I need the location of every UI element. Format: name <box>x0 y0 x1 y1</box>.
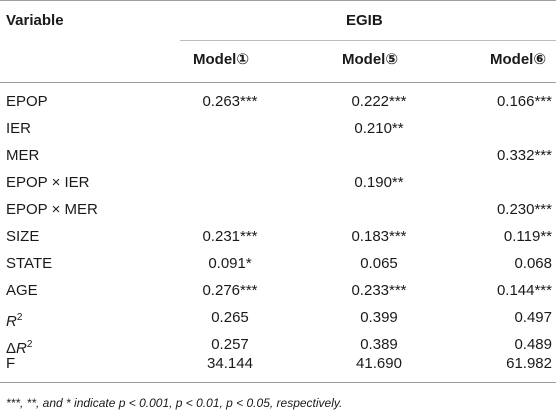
cell-model-1: 0.265 <box>211 309 249 326</box>
r-symbol: R <box>6 313 17 330</box>
table-row: IER 0.210** <box>0 115 556 142</box>
table-row: F 34.144 41.690 61.982 <box>0 350 556 377</box>
cell-model-5: 0.065 <box>360 255 398 272</box>
table-row: EPOP × MER 0.230*** <box>0 196 556 223</box>
table-row: EPOP 0.263*** 0.222*** 0.166*** <box>0 88 556 115</box>
row-label: STATE <box>6 255 53 272</box>
header-model-6: Model⑥ <box>490 51 547 68</box>
table-footnote: ***, **, and * indicate p < 0.001, p < 0… <box>6 396 343 410</box>
table-row: EPOP × IER 0.190** <box>0 169 556 196</box>
header-group-egib: EGIB <box>346 12 383 29</box>
cell-model-6: 0.332*** <box>496 147 552 164</box>
table-row: R2 0.265 0.399 0.497 <box>0 304 556 331</box>
cell-model-5: 0.210** <box>354 120 404 137</box>
row-label: MER <box>6 147 40 164</box>
cell-model-5: 0.233*** <box>351 282 407 299</box>
cell-model-1: 0.276*** <box>202 282 258 299</box>
row-label-delta-r2: ΔR2 <box>6 336 32 358</box>
superscript-2: 2 <box>16 312 23 323</box>
cell-model-6: 0.068 <box>514 255 552 272</box>
cell-model-6: 61.982 <box>506 355 552 372</box>
cell-model-6: 0.166*** <box>496 93 552 110</box>
cell-model-1: 0.091* <box>208 255 252 272</box>
cell-model-5: 0.183*** <box>351 228 407 245</box>
header-bottom-rule <box>0 82 556 83</box>
header-model-1: Model① <box>193 51 250 68</box>
header-model-5: Model⑤ <box>342 51 399 68</box>
cell-model-1: 0.263*** <box>202 93 258 110</box>
cell-model-6: 0.119** <box>503 228 552 245</box>
header-variable: Variable <box>6 12 64 29</box>
cell-model-1: 0.231*** <box>202 228 258 245</box>
table-row: ΔR2 0.257 0.389 0.489 <box>0 331 556 358</box>
r-symbol: R <box>16 340 27 357</box>
delta-symbol: Δ <box>6 340 17 357</box>
table-row: SIZE 0.231*** 0.183*** 0.119** <box>0 223 556 250</box>
row-label: EPOP × IER <box>6 174 90 191</box>
table-bottom-rule <box>0 382 556 383</box>
cell-model-5: 0.389 <box>360 336 398 353</box>
superscript-2: 2 <box>26 339 33 350</box>
table-row: AGE 0.276*** 0.233*** 0.144*** <box>0 277 556 304</box>
cell-model-6: 0.230*** <box>496 201 552 218</box>
cell-model-6: 0.497 <box>514 309 552 326</box>
row-label: F <box>6 355 16 372</box>
cell-model-6: 0.144*** <box>496 282 552 299</box>
row-label: SIZE <box>6 228 40 245</box>
cell-model-1: 0.257 <box>211 336 249 353</box>
cell-model-5: 0.399 <box>360 309 398 326</box>
table-row: STATE 0.091* 0.065 0.068 <box>0 250 556 277</box>
cell-model-5: 0.222*** <box>351 93 407 110</box>
group-underline <box>180 40 556 41</box>
row-label: EPOP × MER <box>6 201 98 218</box>
row-label: AGE <box>6 282 38 299</box>
table-row: MER 0.332*** <box>0 142 556 169</box>
row-label-r2: R2 <box>6 309 22 331</box>
cell-model-5: 0.190** <box>354 174 404 191</box>
row-label: IER <box>6 120 32 137</box>
cell-model-5: 41.690 <box>356 355 402 372</box>
cell-model-6: 0.489 <box>514 336 552 353</box>
cell-model-1: 34.144 <box>207 355 253 372</box>
row-label: EPOP <box>6 93 48 110</box>
table-top-rule <box>0 0 556 1</box>
